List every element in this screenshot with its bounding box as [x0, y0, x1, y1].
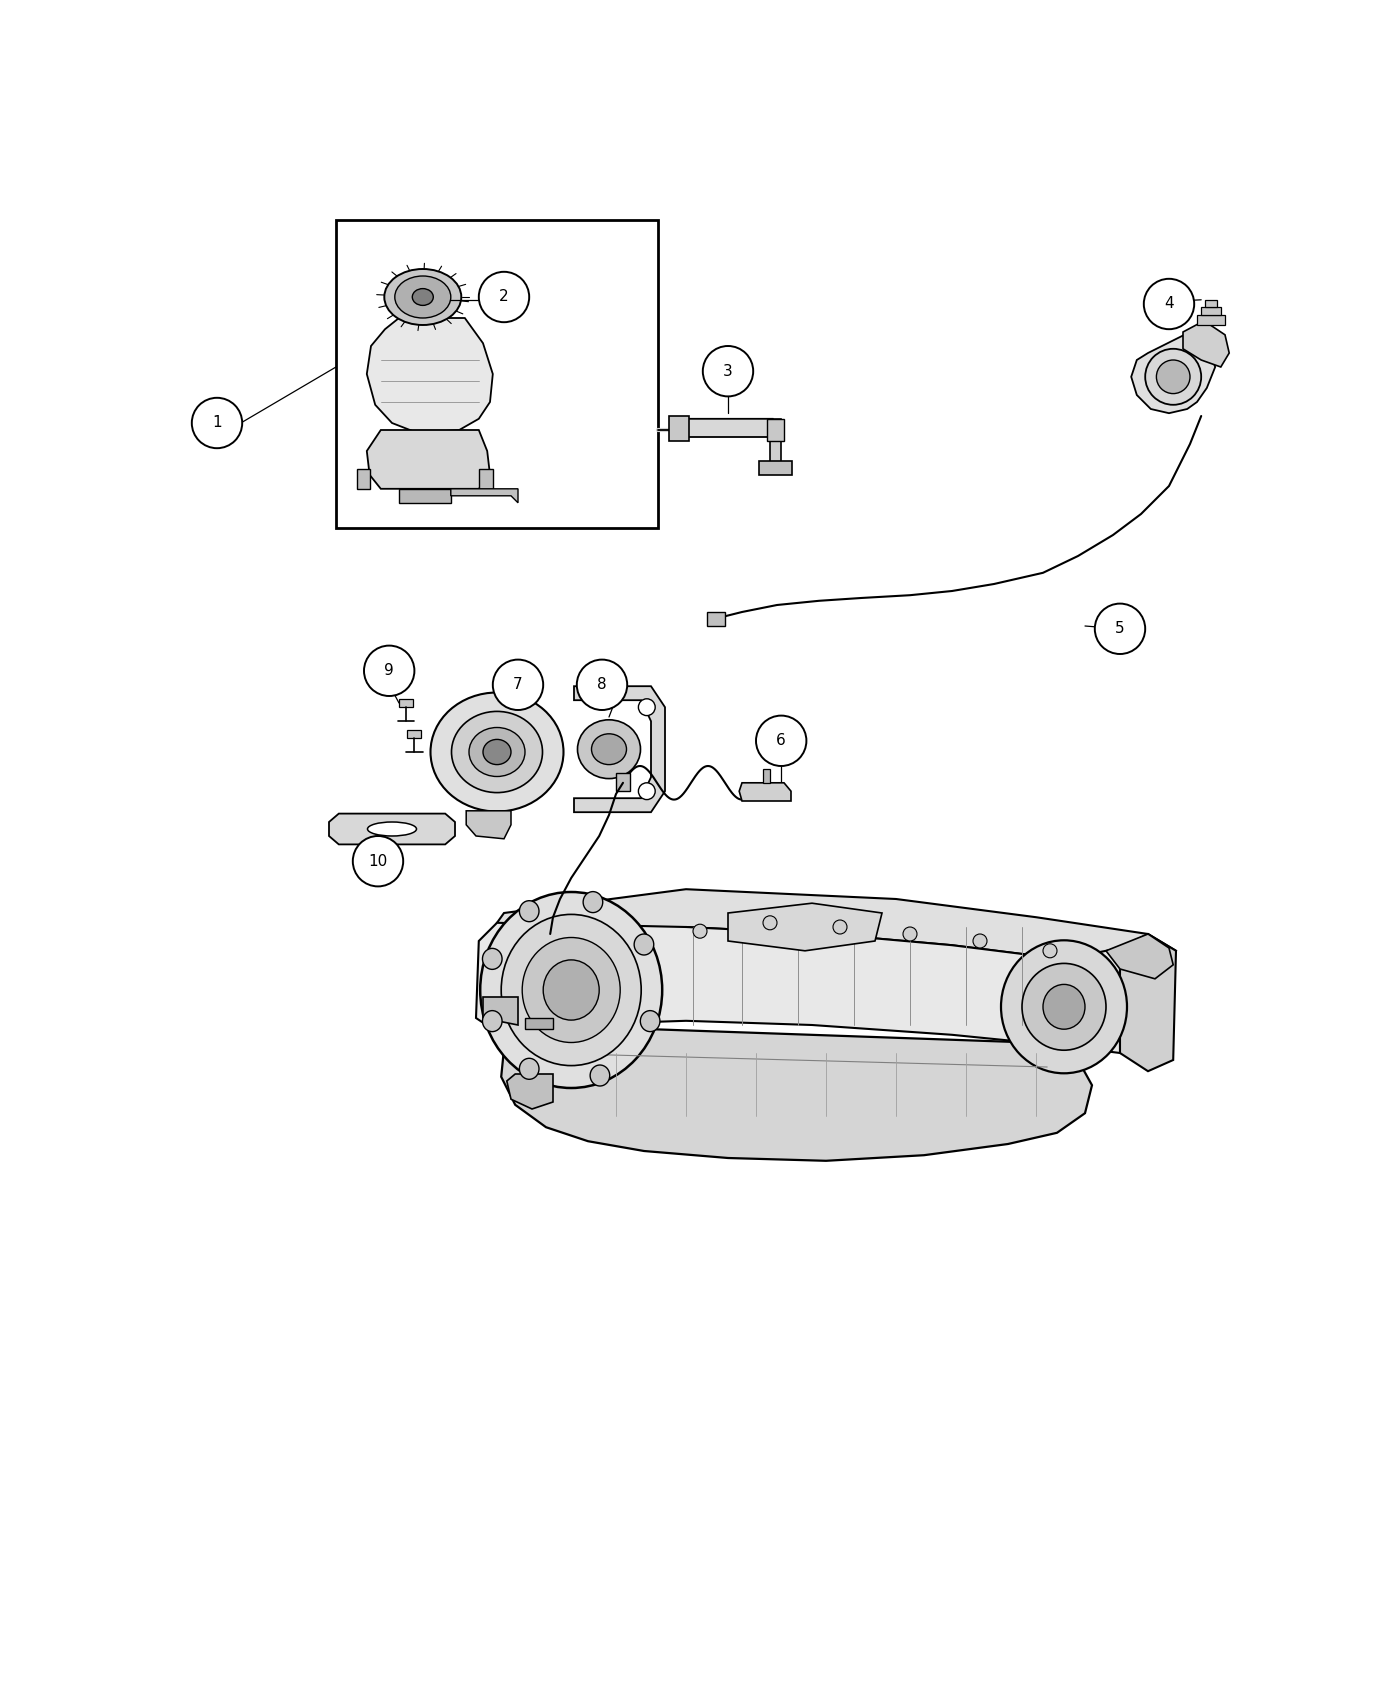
Circle shape	[703, 347, 753, 396]
Circle shape	[577, 660, 627, 711]
Ellipse shape	[368, 823, 417, 836]
Polygon shape	[367, 430, 490, 490]
Ellipse shape	[395, 275, 451, 318]
Ellipse shape	[591, 734, 627, 765]
Circle shape	[479, 272, 529, 323]
Polygon shape	[483, 996, 518, 1025]
Ellipse shape	[833, 920, 847, 933]
Polygon shape	[479, 469, 493, 490]
Ellipse shape	[501, 915, 641, 1066]
Ellipse shape	[519, 901, 539, 921]
Polygon shape	[707, 612, 725, 626]
Polygon shape	[767, 418, 784, 442]
Polygon shape	[672, 418, 777, 437]
Polygon shape	[476, 923, 1120, 1052]
Polygon shape	[507, 1074, 553, 1108]
Polygon shape	[1197, 314, 1225, 325]
Polygon shape	[501, 1025, 1092, 1161]
Circle shape	[353, 836, 403, 886]
Ellipse shape	[973, 933, 987, 949]
Text: 3: 3	[724, 364, 732, 379]
Polygon shape	[759, 461, 792, 474]
Polygon shape	[329, 814, 455, 845]
Polygon shape	[525, 1018, 553, 1028]
Text: 2: 2	[500, 289, 508, 304]
Ellipse shape	[903, 927, 917, 942]
Polygon shape	[451, 490, 518, 503]
Polygon shape	[1205, 299, 1217, 306]
Polygon shape	[763, 768, 770, 782]
Circle shape	[1095, 604, 1145, 654]
Ellipse shape	[634, 933, 654, 955]
Polygon shape	[487, 889, 1176, 972]
Polygon shape	[770, 418, 781, 466]
Polygon shape	[1201, 306, 1221, 314]
Circle shape	[192, 398, 242, 449]
Text: 4: 4	[1165, 296, 1173, 311]
Text: 8: 8	[598, 677, 606, 692]
Ellipse shape	[638, 699, 655, 716]
Ellipse shape	[451, 711, 543, 792]
Ellipse shape	[591, 1064, 610, 1086]
Text: 1: 1	[213, 415, 221, 430]
Ellipse shape	[543, 960, 599, 1020]
Text: 9: 9	[385, 663, 393, 678]
Ellipse shape	[384, 269, 462, 325]
Ellipse shape	[1043, 944, 1057, 957]
Ellipse shape	[1145, 348, 1201, 405]
Ellipse shape	[483, 740, 511, 765]
Circle shape	[493, 660, 543, 711]
Polygon shape	[407, 729, 421, 738]
Polygon shape	[399, 490, 451, 503]
Polygon shape	[616, 774, 630, 790]
Polygon shape	[357, 469, 370, 490]
Text: 5: 5	[1116, 620, 1124, 636]
Polygon shape	[574, 687, 665, 813]
Ellipse shape	[1156, 360, 1190, 394]
Ellipse shape	[480, 892, 662, 1088]
Polygon shape	[1183, 321, 1229, 367]
Polygon shape	[367, 318, 493, 434]
Circle shape	[756, 716, 806, 767]
Text: 7: 7	[514, 677, 522, 692]
Ellipse shape	[638, 782, 655, 799]
Ellipse shape	[522, 937, 620, 1042]
Ellipse shape	[469, 728, 525, 777]
Ellipse shape	[483, 1010, 503, 1032]
Ellipse shape	[640, 1010, 659, 1032]
Polygon shape	[1120, 933, 1176, 1071]
FancyBboxPatch shape	[336, 219, 658, 529]
Polygon shape	[739, 782, 791, 801]
Polygon shape	[669, 416, 689, 442]
Polygon shape	[1106, 933, 1173, 979]
Polygon shape	[1131, 332, 1215, 413]
Ellipse shape	[412, 289, 434, 306]
Ellipse shape	[1043, 984, 1085, 1028]
Polygon shape	[399, 699, 413, 707]
Circle shape	[1144, 279, 1194, 330]
Ellipse shape	[693, 925, 707, 938]
Polygon shape	[466, 811, 511, 838]
Ellipse shape	[519, 1059, 539, 1080]
Circle shape	[364, 646, 414, 695]
Polygon shape	[728, 903, 882, 950]
Ellipse shape	[763, 916, 777, 930]
Ellipse shape	[584, 891, 603, 913]
Text: 6: 6	[777, 733, 785, 748]
Ellipse shape	[1001, 940, 1127, 1073]
Ellipse shape	[483, 949, 503, 969]
Text: 10: 10	[368, 853, 388, 869]
Ellipse shape	[577, 719, 641, 779]
Ellipse shape	[431, 692, 563, 811]
Ellipse shape	[1022, 964, 1106, 1051]
